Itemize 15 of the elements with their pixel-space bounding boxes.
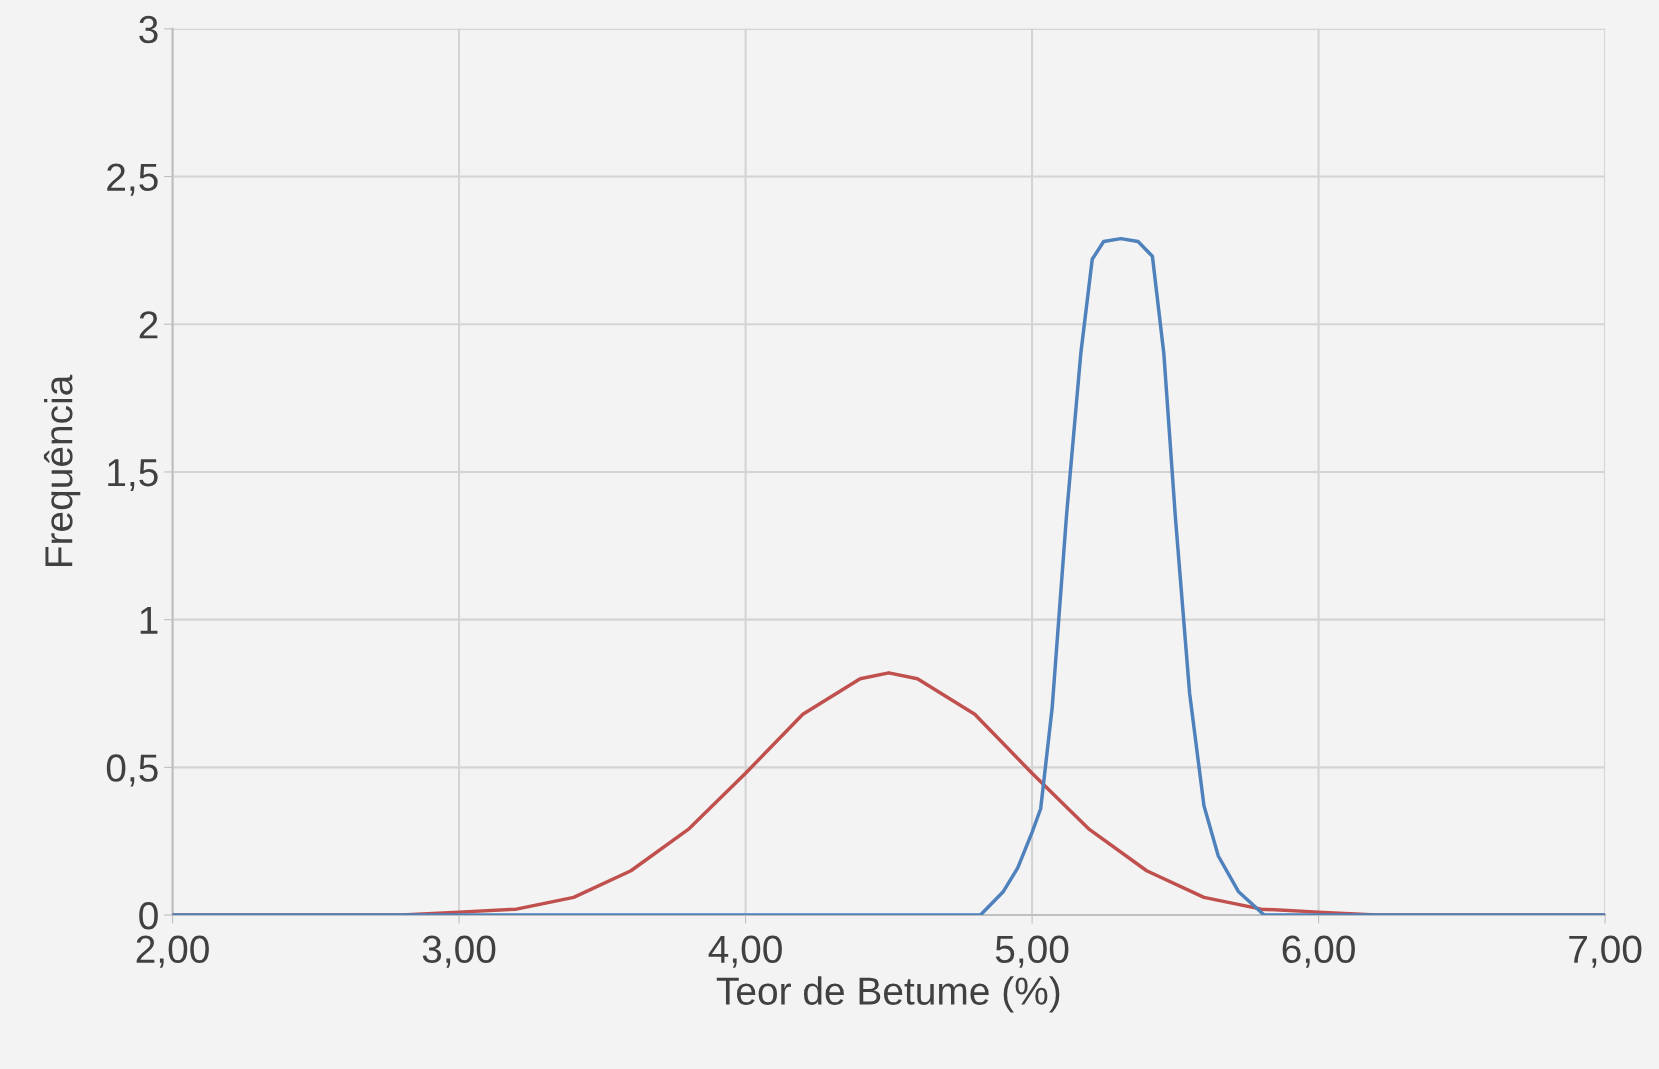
x-tick-label: 7,00: [1569, 935, 1642, 968]
y-tick-label: 0,5: [106, 754, 158, 787]
x-tick-label: 4,00: [708, 935, 782, 968]
x-tick-label: 2,00: [136, 935, 209, 968]
x-tick-label: 5,00: [995, 935, 1069, 968]
y-tick-label: 1: [140, 607, 158, 634]
y-tick-label: 2,5: [107, 163, 158, 196]
x-axis-title: Teor de Betume (%): [716, 976, 1060, 1013]
x-tick-label: 6,00: [1282, 935, 1355, 968]
y-axis-title: Frequência: [43, 374, 81, 567]
y-tick-label: 1,5: [108, 459, 158, 492]
y-tick-label: 3: [139, 15, 158, 44]
y-tick-label: 2: [139, 311, 158, 339]
y-tick-label: 0: [139, 902, 158, 930]
x-tick-label: 3,00: [422, 935, 496, 968]
